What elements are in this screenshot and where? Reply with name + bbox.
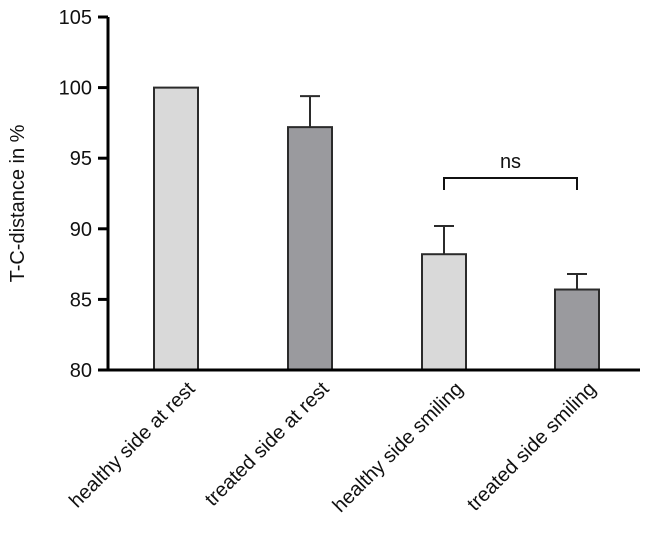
x-tick-label: healthy side at rest — [65, 378, 200, 513]
y-tick-label: 95 — [70, 148, 92, 170]
x-tick-label: treated side smiling — [463, 378, 600, 515]
y-tick-label: 100 — [59, 78, 92, 100]
bars-layer — [153, 86, 600, 371]
y-tick-label: 90 — [70, 219, 92, 241]
y-tick-label: 105 — [59, 7, 92, 29]
bar — [287, 126, 333, 371]
y-tick-label: 85 — [70, 289, 92, 311]
x-tick-label: treated side at rest — [201, 378, 334, 511]
axes-layer — [106, 17, 640, 372]
x-tick-label: healthy side smiling — [329, 378, 468, 517]
annotations-layer: ns — [443, 151, 578, 190]
error-bars-layer — [300, 95, 587, 290]
bar — [421, 253, 467, 371]
bar — [554, 288, 600, 371]
significance-bracket — [443, 177, 578, 190]
bar — [153, 86, 199, 371]
significance-label: ns — [500, 151, 521, 173]
y-axis-label: T-C-distance in % — [7, 124, 29, 282]
x-tick-labels-layer: healthy side at rest treated side at rest… — [65, 378, 600, 517]
y-ticks-layer: 80 85 90 95 100 105 — [59, 7, 108, 382]
y-tick-label: 80 — [70, 360, 92, 382]
